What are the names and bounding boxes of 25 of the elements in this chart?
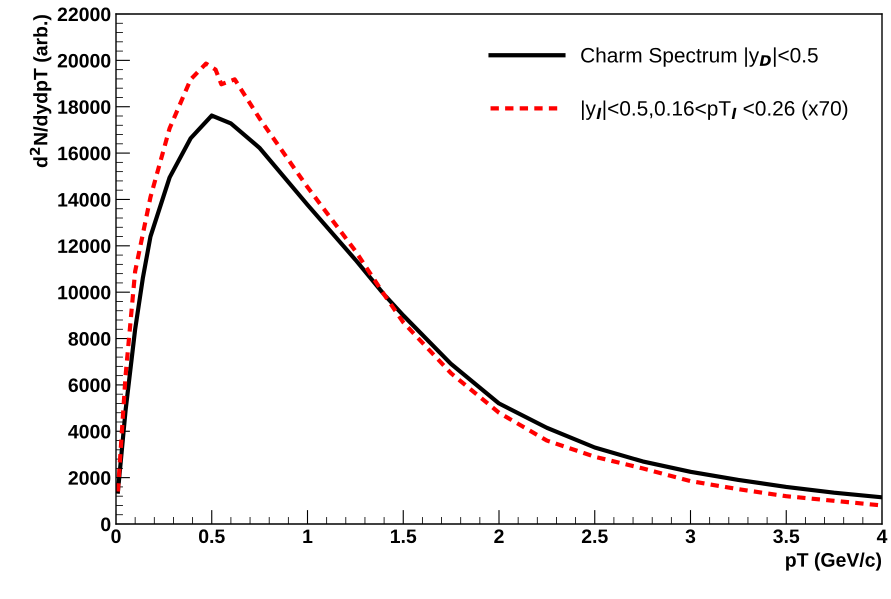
y-axis-title: d$^{2}$N/dydpT (arb.) bbox=[30, 15, 52, 168]
y-tick-label: 16000 bbox=[58, 146, 110, 160]
y-tick-label: 2000 bbox=[68, 471, 110, 485]
x-axis-title: pT (GeV/c) bbox=[786, 552, 882, 571]
x-tick-label: 3.5 bbox=[773, 529, 800, 544]
y-tick-label: 8000 bbox=[68, 332, 110, 346]
y-tick-label: 10000 bbox=[58, 286, 110, 300]
x-tick-label: 0 bbox=[111, 529, 121, 544]
y-tick-label: 6000 bbox=[68, 378, 110, 392]
y-tick-label: 18000 bbox=[58, 100, 110, 114]
y-tick-label: 22000 bbox=[58, 7, 110, 22]
y-tick-label: 4000 bbox=[68, 424, 110, 439]
y-tick-label: 0 bbox=[101, 517, 110, 532]
x-tick-label: 3 bbox=[686, 529, 696, 544]
y-tick-label: 14000 bbox=[58, 192, 110, 207]
x-tick-label: 1.5 bbox=[390, 530, 416, 544]
x-tick-label: 0.5 bbox=[199, 529, 225, 544]
x-tick-label: 4 bbox=[876, 530, 888, 543]
legend-label: |y$_{l}$|<0.5,0.16<pT$_{l}$ <0.26 (x70) bbox=[582, 100, 848, 120]
x-tick-label: 2.5 bbox=[582, 529, 608, 544]
x-tick-label: 2 bbox=[494, 529, 504, 543]
x-tick-label: 1 bbox=[303, 530, 312, 543]
y-tick-label: 20000 bbox=[58, 54, 110, 68]
y-tick-label: 12000 bbox=[58, 239, 110, 254]
legend-label: Charm Spectrum |y$_{D}$|<0.5 bbox=[581, 47, 818, 67]
